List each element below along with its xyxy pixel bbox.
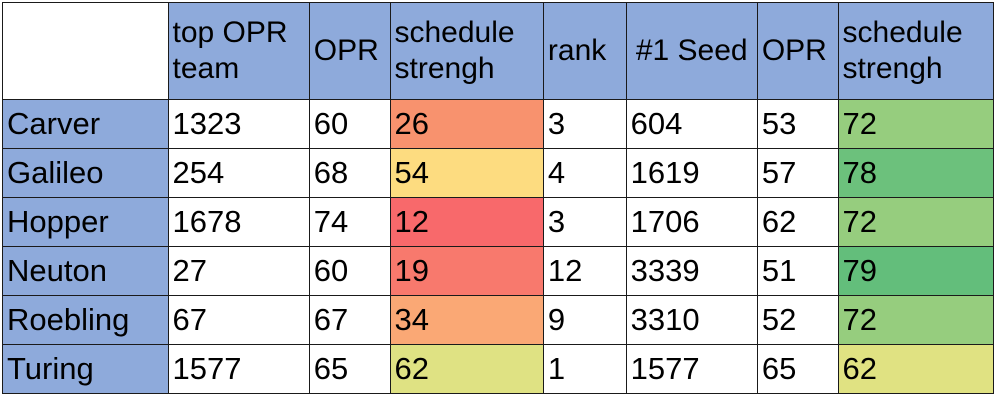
rank-cell[interactable]: 3 xyxy=(542,99,627,149)
schedule-strength-cell[interactable]: 34 xyxy=(389,295,544,345)
first-seed-cell[interactable]: 604 xyxy=(625,99,758,149)
division-name-cell[interactable]: Neuton xyxy=(2,246,169,296)
opr-cell[interactable]: 67 xyxy=(308,295,391,345)
header-top-opr-team[interactable]: top OPR team xyxy=(167,2,310,100)
header-seed-schedule-strength[interactable]: schedule strengh xyxy=(837,2,995,100)
top-opr-team-cell[interactable]: 1678 xyxy=(167,197,310,247)
table-row: Carver 1323 60 26 3 604 53 72 xyxy=(2,99,995,149)
division-name-cell[interactable]: Turing xyxy=(2,344,169,394)
rank-cell[interactable]: 3 xyxy=(542,197,627,247)
seed-opr-cell[interactable]: 52 xyxy=(756,295,839,345)
top-opr-team-cell[interactable]: 27 xyxy=(167,246,310,296)
schedule-strength-cell[interactable]: 19 xyxy=(389,246,544,296)
opr-cell[interactable]: 65 xyxy=(308,344,391,394)
header-opr[interactable]: OPR xyxy=(308,2,391,100)
table-row: Galileo 254 68 54 4 1619 57 78 xyxy=(2,148,995,198)
first-seed-cell[interactable]: 3310 xyxy=(625,295,758,345)
schedule-strength-cell[interactable]: 62 xyxy=(389,344,544,394)
rank-cell[interactable]: 4 xyxy=(542,148,627,198)
table-row: Neuton 27 60 19 12 3339 51 79 xyxy=(2,246,995,296)
header-rank[interactable]: rank xyxy=(542,2,627,100)
rank-cell[interactable]: 12 xyxy=(542,246,627,296)
table-row: Turing 1577 65 62 1 1577 65 62 xyxy=(2,344,995,394)
opr-cell[interactable]: 74 xyxy=(308,197,391,247)
first-seed-cell[interactable]: 1577 xyxy=(625,344,758,394)
rank-cell[interactable]: 1 xyxy=(542,344,627,394)
seed-schedule-strength-cell[interactable]: 72 xyxy=(837,99,995,149)
header-row: top OPR team OPR schedule strengh rank #… xyxy=(2,2,995,100)
first-seed-cell[interactable]: 3339 xyxy=(625,246,758,296)
schedule-strength-cell[interactable]: 26 xyxy=(389,99,544,149)
first-seed-cell[interactable]: 1619 xyxy=(625,148,758,198)
seed-schedule-strength-cell[interactable]: 62 xyxy=(837,344,995,394)
division-name-cell[interactable]: Galileo xyxy=(2,148,169,198)
first-seed-cell[interactable]: 1706 xyxy=(625,197,758,247)
division-name-cell[interactable]: Roebling xyxy=(2,295,169,345)
seed-schedule-strength-cell[interactable]: 72 xyxy=(837,295,995,345)
rank-cell[interactable]: 9 xyxy=(542,295,627,345)
division-name-cell[interactable]: Carver xyxy=(2,99,169,149)
seed-opr-cell[interactable]: 51 xyxy=(756,246,839,296)
division-name-cell[interactable]: Hopper xyxy=(2,197,169,247)
corner-cell[interactable] xyxy=(2,2,169,100)
top-opr-team-cell[interactable]: 1323 xyxy=(167,99,310,149)
seed-opr-cell[interactable]: 65 xyxy=(756,344,839,394)
header-schedule-strength[interactable]: schedule strengh xyxy=(389,2,544,100)
schedule-strength-cell[interactable]: 12 xyxy=(389,197,544,247)
seed-schedule-strength-cell[interactable]: 72 xyxy=(837,197,995,247)
seed-schedule-strength-cell[interactable]: 79 xyxy=(837,246,995,296)
table-row: Hopper 1678 74 12 3 1706 62 72 xyxy=(2,197,995,247)
data-table: top OPR team OPR schedule strengh rank #… xyxy=(2,2,995,394)
opr-cell[interactable]: 68 xyxy=(308,148,391,198)
opr-cell[interactable]: 60 xyxy=(308,246,391,296)
table-row: Roebling 67 67 34 9 3310 52 72 xyxy=(2,295,995,345)
header-first-seed[interactable]: #1 Seed xyxy=(625,2,758,100)
schedule-strength-cell[interactable]: 54 xyxy=(389,148,544,198)
top-opr-team-cell[interactable]: 254 xyxy=(167,148,310,198)
seed-opr-cell[interactable]: 57 xyxy=(756,148,839,198)
seed-opr-cell[interactable]: 62 xyxy=(756,197,839,247)
seed-opr-cell[interactable]: 53 xyxy=(756,99,839,149)
top-opr-team-cell[interactable]: 1577 xyxy=(167,344,310,394)
top-opr-team-cell[interactable]: 67 xyxy=(167,295,310,345)
opr-cell[interactable]: 60 xyxy=(308,99,391,149)
header-seed-opr[interactable]: OPR xyxy=(756,2,839,100)
seed-schedule-strength-cell[interactable]: 78 xyxy=(837,148,995,198)
